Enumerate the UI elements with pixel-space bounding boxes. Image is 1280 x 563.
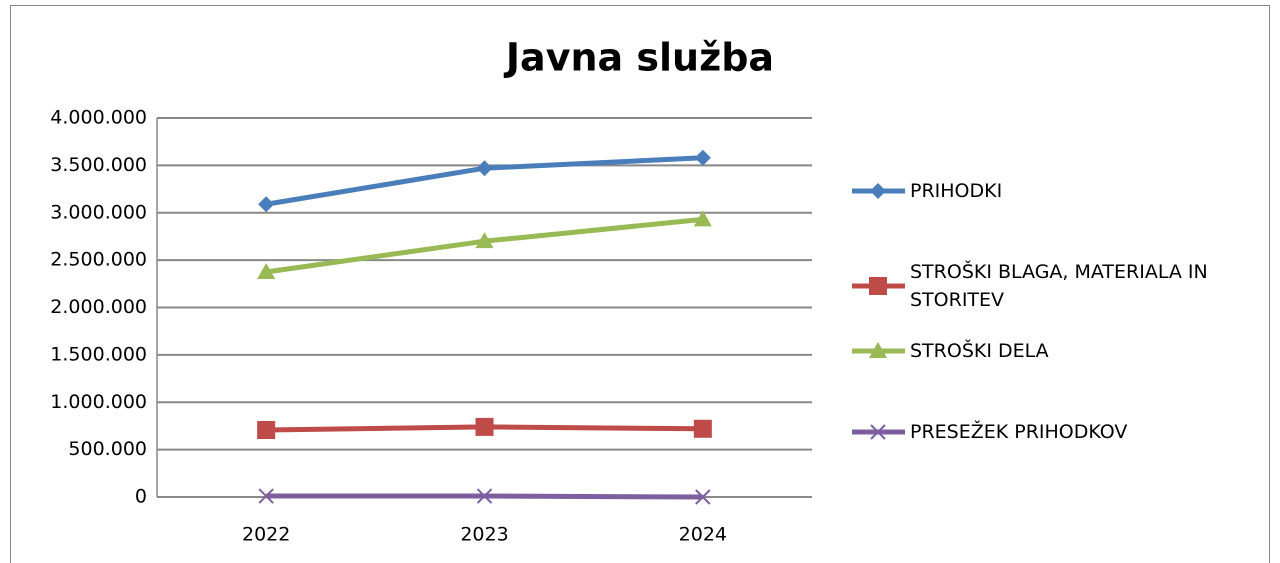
- marker: [695, 489, 711, 505]
- legend-label: PRESEŽEK PRIHODKOV: [910, 421, 1128, 443]
- marker: [476, 160, 493, 177]
- y-tick-label: 3.500.000: [50, 154, 147, 176]
- marker: [870, 424, 886, 440]
- marker: [257, 262, 276, 279]
- chart-title: Javna služba: [503, 36, 774, 80]
- marker: [869, 342, 887, 358]
- y-tick-label: 1.500.000: [50, 343, 147, 365]
- y-tick-label: 500.000: [68, 438, 147, 460]
- marker: [476, 488, 493, 504]
- marker: [258, 196, 275, 213]
- legend-label: STROŠKI BLAGA, MATERIALA IN STORITEV: [910, 261, 1208, 311]
- marker: [258, 488, 274, 504]
- x-tick-label: 2023: [460, 524, 508, 546]
- marker: [475, 232, 494, 249]
- y-tick-label: 4.000.000: [50, 107, 147, 129]
- marker: [693, 419, 712, 438]
- marker: [257, 421, 276, 440]
- y-tick-label: 0: [135, 486, 147, 508]
- marker: [870, 183, 886, 199]
- y-tick-label: 3.000.000: [50, 201, 147, 223]
- chart-border: [10, 5, 1270, 563]
- marker: [693, 210, 712, 227]
- marker: [869, 277, 887, 295]
- y-tick-label: 1.000.000: [50, 391, 147, 413]
- marker: [694, 149, 711, 166]
- x-tick-label: 2022: [242, 524, 290, 546]
- marker: [475, 417, 494, 436]
- y-tick-label: 2.500.000: [50, 249, 147, 271]
- x-tick-label: 2024: [679, 524, 727, 546]
- y-tick-label: 2.000.000: [50, 296, 147, 318]
- legend-label: PRIHODKI: [910, 180, 1003, 202]
- legend-label: STROŠKI DELA: [910, 340, 1049, 362]
